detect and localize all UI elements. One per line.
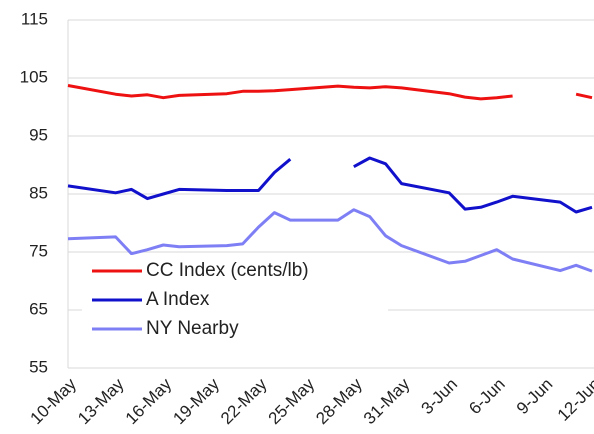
x-tick-label: 13-May (74, 374, 128, 428)
x-tick-label: 19-May (169, 374, 223, 428)
x-tick-label: 25-May (265, 374, 319, 428)
x-tick-label: 3-Jun (418, 375, 462, 419)
y-tick-label: 75 (29, 241, 48, 260)
x-tick-label: 16-May (122, 374, 176, 428)
legend-label: CC Index (cents/lb) (146, 260, 309, 281)
y-tick-label: 55 (29, 357, 48, 376)
x-tick-label: 12-Jun (554, 375, 594, 425)
y-tick-label: 65 (29, 299, 48, 318)
series-line (67, 84, 593, 101)
series-line (67, 208, 593, 273)
legend-label: A Index (146, 289, 210, 310)
series-line (67, 156, 593, 214)
y-tick-label: 95 (29, 125, 48, 144)
x-tick-label: 6-Jun (465, 375, 509, 419)
legend-label: NY Nearby (146, 318, 239, 339)
x-tick-label: 9-Jun (513, 375, 557, 419)
x-tick-label: 22-May (217, 374, 271, 428)
y-tick-label: 105 (20, 67, 48, 86)
x-tick-label: 28-May (312, 374, 366, 428)
x-tick-label: 10-May (26, 374, 80, 428)
y-tick-label: 115 (21, 9, 48, 28)
legend: CC Index (cents/lb) A Index NY Nearby (82, 255, 388, 347)
y-tick-label: 85 (29, 183, 48, 202)
x-tick-label: 31-May (360, 374, 414, 428)
